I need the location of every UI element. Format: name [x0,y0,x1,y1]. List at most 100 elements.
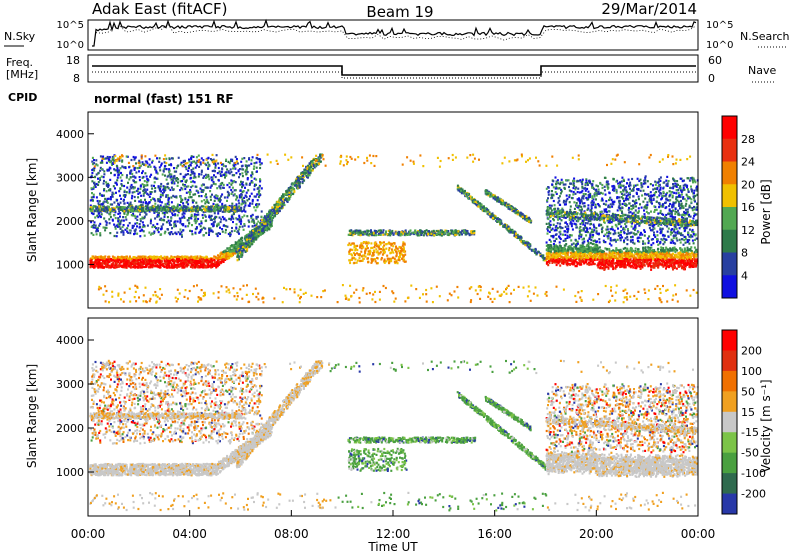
data-point [202,266,205,269]
data-point [92,223,95,227]
data-point [167,228,169,231]
data-point [214,197,217,200]
data-point [220,163,223,166]
data-point [225,158,228,161]
data-point [209,195,212,198]
data-point [154,202,157,205]
data-point [286,200,289,203]
data-point [146,181,149,184]
data-point [255,166,258,169]
data-point [105,199,108,202]
data-point [194,264,197,267]
data-point [172,188,175,191]
data-point [105,221,108,224]
data-point [524,242,527,245]
data-point [142,186,145,189]
data-point [129,207,132,210]
data-point [166,183,169,186]
data-point [236,218,239,221]
data-point [377,229,380,232]
data-point [176,220,179,223]
data-point [139,264,142,267]
data-point [367,229,370,233]
data-point [207,175,210,178]
data-point [125,263,128,266]
data-point [135,210,138,213]
data-point [234,181,237,184]
data-point [139,235,142,238]
data-point [170,263,173,266]
data-point [163,260,166,263]
data-point [203,258,205,261]
data-point [188,160,191,163]
data-point [189,173,192,177]
data-point [372,258,375,261]
data-point [93,210,96,213]
data-point [176,210,179,213]
data-point [139,261,142,264]
data-point [359,259,362,263]
data-point [167,259,170,262]
data-point [231,186,234,189]
data-point [218,263,221,266]
data-point [112,160,115,163]
data-point [370,242,373,245]
data-point [159,193,162,196]
data-point [179,195,181,198]
data-point [188,217,190,220]
data-point [150,191,153,194]
data-point [139,184,142,187]
data-point [122,224,125,227]
data-point [198,223,201,226]
data-point [90,196,93,199]
data-point [236,255,239,258]
data-point [121,230,124,233]
data-point [208,178,211,181]
data-point [230,183,233,186]
data-point [106,201,109,204]
data-point [127,211,130,215]
data-point [180,223,183,226]
data-point [165,178,168,181]
data-point [92,226,95,229]
data-point [156,206,159,209]
data-point [109,178,112,181]
data-point [228,254,231,257]
data-point [300,171,303,175]
data-point [222,258,225,261]
data-point [141,265,144,268]
data-point [182,255,185,259]
data-point [126,186,129,189]
data-point [428,230,430,233]
data-point [93,221,96,224]
data-point [189,191,192,194]
data-point [216,203,219,206]
data-point [145,175,148,178]
data-point [214,261,217,264]
data-point [121,184,123,187]
data-point [118,264,121,267]
data-point [247,204,250,207]
data-point [238,239,241,242]
data-point [92,266,95,269]
data-point [136,232,139,235]
data-point [380,258,383,261]
data-point [274,203,277,206]
data-point [141,216,144,219]
data-point [226,199,228,202]
data-point [226,206,229,209]
data-point [167,199,170,202]
data-point [356,252,358,255]
data-point [176,177,178,180]
data-point [148,259,151,262]
data-point [206,161,209,164]
data-point [256,193,259,196]
data-point [137,187,140,190]
data-point [186,255,189,258]
data-point [138,226,141,229]
data-point [124,194,127,197]
data-point [250,215,253,218]
data-point [94,224,97,227]
data-point [165,261,168,264]
data-point [104,259,107,262]
